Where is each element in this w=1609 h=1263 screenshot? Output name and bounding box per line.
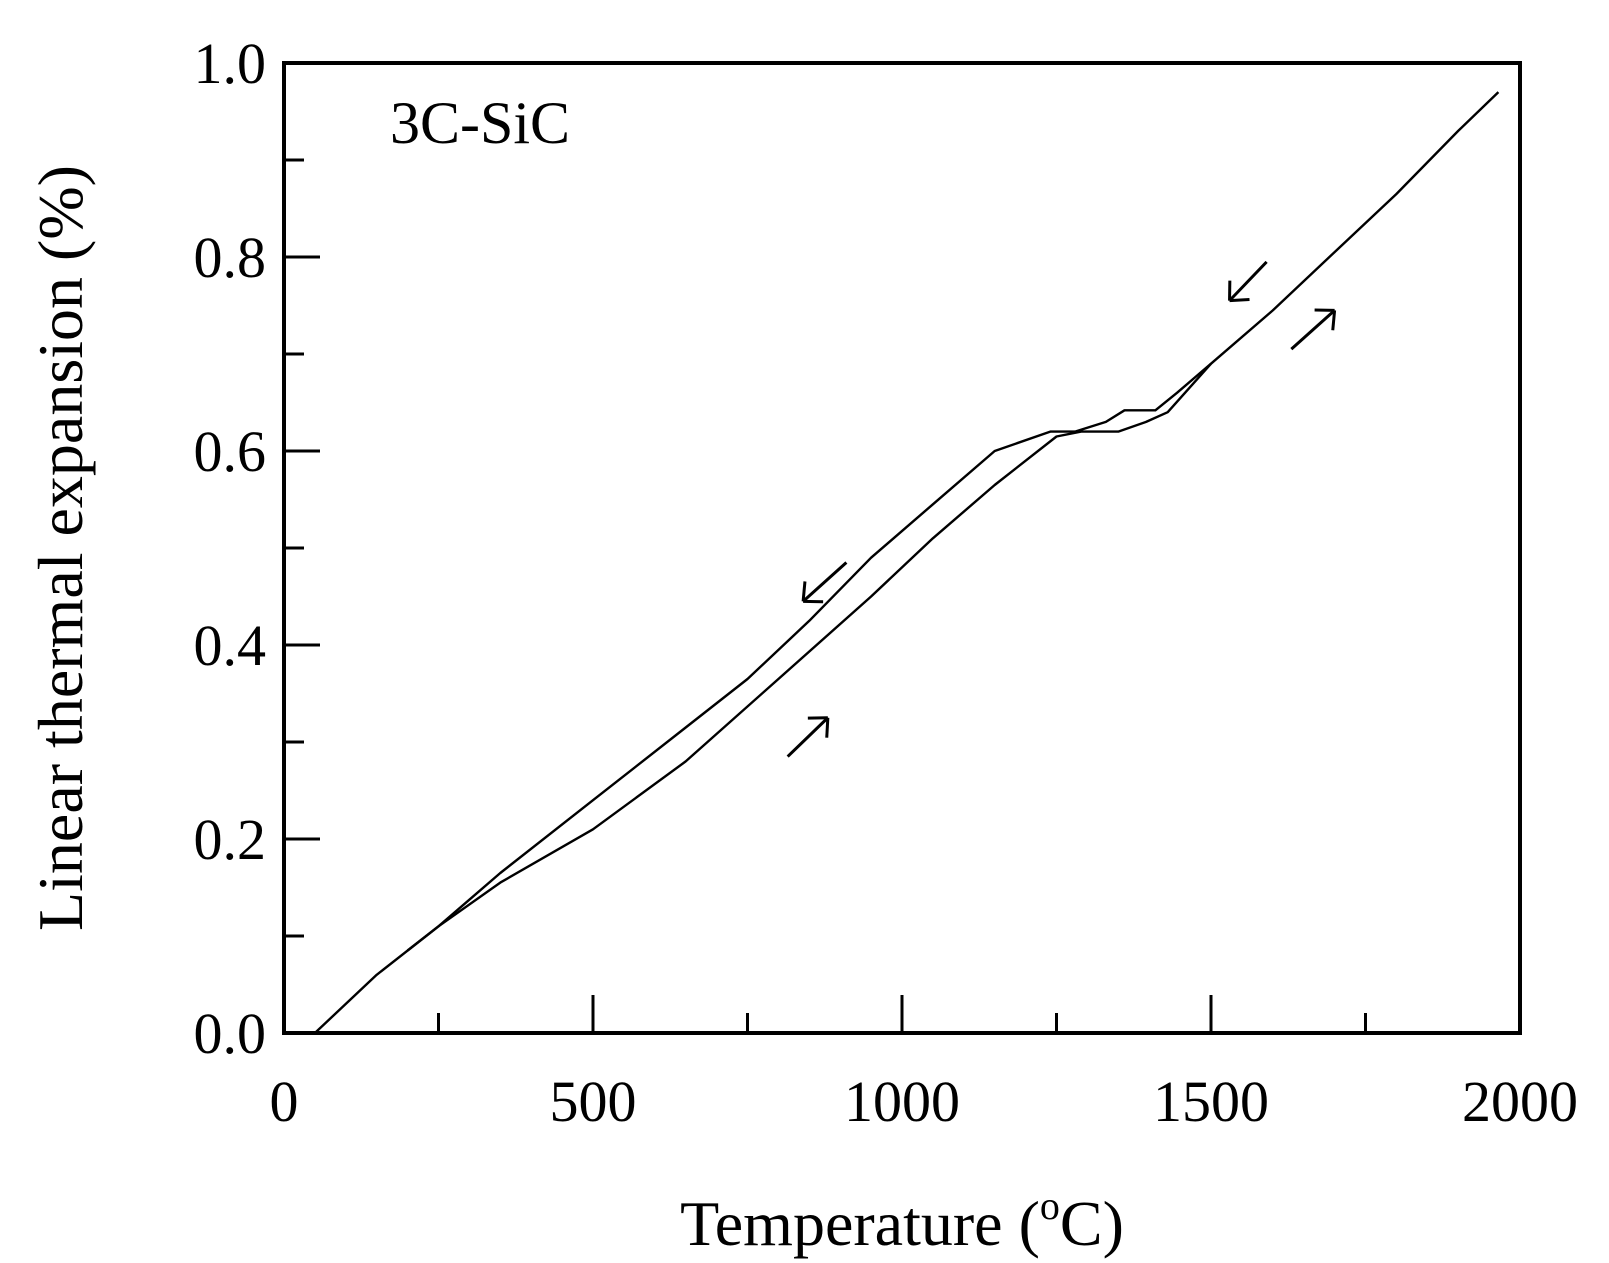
direction-arrows <box>786 260 1337 758</box>
y-tick-label: 0.6 <box>194 419 267 484</box>
y-tick-label: 0.8 <box>194 225 267 290</box>
tick-labels: 0 500 1000 1500 2000 0.0 0.2 0.4 0.6 0.8 1.0 <box>194 31 1579 1134</box>
series-group <box>314 91 1500 1034</box>
arrow-head <box>1331 310 1337 331</box>
x-tick-label: 1000 <box>844 1069 960 1134</box>
y-tick-label: 0.0 <box>194 1001 267 1066</box>
axis-ticks <box>284 158 1367 1033</box>
x-axis-label-main: Temperature ( <box>680 1188 1040 1259</box>
arrow-down <box>1228 260 1268 303</box>
arrow-down <box>801 561 848 604</box>
x-tick-label: 0 <box>270 1069 299 1134</box>
arrow-shaft <box>1228 260 1268 302</box>
x-tick-label: 500 <box>550 1069 637 1134</box>
sample-label: 3C-SiC <box>390 90 570 156</box>
y-tick-label: 0.2 <box>194 807 267 872</box>
arrow-up <box>786 716 830 758</box>
arrow-head <box>801 581 807 602</box>
arrow-head <box>825 717 830 738</box>
y-tick-label: 1.0 <box>194 31 267 96</box>
x-tick-label: 2000 <box>1462 1069 1578 1134</box>
plot-frame <box>282 61 1522 1035</box>
arrow-shaft <box>802 561 848 603</box>
x-axis-label-unit: C) <box>1060 1188 1124 1259</box>
series-line-heating <box>314 91 1500 1034</box>
arrow-head <box>1229 297 1250 303</box>
x-axis-label: Temperature (oC) <box>680 1183 1124 1259</box>
y-tick-label: 0.4 <box>194 613 267 678</box>
series-line-cooling <box>406 362 1212 952</box>
arrow-shaft <box>786 716 829 758</box>
y-axis-label: Linear thermal expansion (%) <box>25 165 96 931</box>
x-axis-label-superscript: o <box>1040 1183 1060 1228</box>
x-tick-label: 1500 <box>1153 1069 1269 1134</box>
arrow-shaft <box>1290 309 1336 351</box>
arrow-up <box>1290 308 1337 351</box>
